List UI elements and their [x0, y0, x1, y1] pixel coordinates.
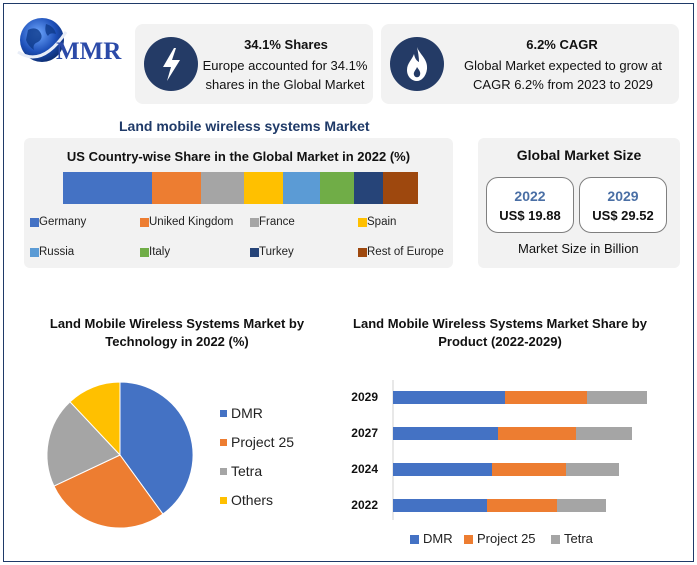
year-label: 2022	[514, 188, 546, 204]
globe-logo-icon	[17, 18, 68, 62]
year-box-2029: 2029 US$ 29.52	[579, 177, 667, 233]
market-size-note: Market Size in Billion	[518, 241, 639, 256]
bar-2029-project-25	[505, 391, 588, 404]
legend-label-germany: Germany	[39, 216, 87, 228]
legend-swatch	[551, 535, 560, 544]
category-label-2022: 2022	[351, 498, 378, 512]
bar-2022-tetra	[557, 499, 607, 512]
legend-label-russia: Russia	[39, 246, 75, 258]
bar-2029-dmr	[393, 391, 506, 404]
country-stacked-bar	[63, 172, 419, 204]
bar-2027-project-25	[498, 427, 577, 440]
lightning-icon	[144, 37, 198, 91]
bar-2027-dmr	[393, 427, 499, 440]
category-label-2027: 2027	[351, 426, 378, 440]
legend-label-spain: Spain	[367, 216, 397, 228]
segment-italy	[320, 172, 355, 204]
legend-label-rest-of-europe: Rest of Europe	[367, 246, 444, 258]
bar-2024-project-25	[492, 463, 567, 476]
year-value: US$ 29.52	[592, 208, 654, 223]
legend-swatch	[464, 535, 473, 544]
global-size-title: Global Market Size	[516, 147, 642, 163]
legend-swatch	[358, 218, 367, 227]
legend-swatch	[140, 218, 149, 227]
pie-slice-project-25	[53, 454, 164, 529]
stat-desc: Global Market expected to grow at CAGR 6…	[464, 58, 662, 92]
bar-2024-tetra	[566, 463, 620, 476]
legend-label-project-25: Project 25	[231, 434, 295, 450]
technology-pie-chart	[46, 381, 194, 529]
legend-label-turkey: Turkey	[259, 246, 294, 258]
pie-chart-title: Land Mobile Wireless Systems Market by T…	[49, 316, 305, 349]
bar-2022-project-25	[487, 499, 558, 512]
segment-russia	[283, 172, 321, 204]
legend-swatch	[140, 248, 149, 257]
legend-label-tetra: Tetra	[231, 463, 263, 479]
legend-swatch	[30, 248, 39, 257]
legend-label-others: Others	[231, 492, 274, 508]
segment-germany	[63, 172, 153, 204]
bar-2022-dmr	[393, 499, 488, 512]
bar-2027-tetra	[576, 427, 633, 440]
stat-desc: Europe accounted for 34.1% shares in the…	[202, 58, 368, 92]
bar-2024-dmr	[393, 463, 493, 476]
category-label-2024: 2024	[351, 462, 378, 476]
pie-slice-others	[69, 381, 121, 457]
legend-swatch	[220, 497, 227, 504]
legend-swatch	[410, 535, 419, 544]
legend-swatch	[250, 248, 259, 257]
stat-card-shares: 34.1% Shares Europe accounted for 34.1% …	[135, 24, 373, 104]
infographic-frame	[3, 3, 694, 562]
category-label-2029: 2029	[351, 390, 378, 404]
section-title: Land mobile wireless systems Market	[119, 118, 370, 134]
segment-rest-of-europe	[382, 172, 419, 204]
year-box-2022: 2022 US$ 19.88	[486, 177, 574, 233]
legend-label-dmr: DMR	[231, 405, 263, 421]
legend-swatch	[250, 218, 259, 227]
legend-swatch	[358, 248, 367, 257]
bar-2029-tetra	[587, 391, 648, 404]
segment-spain	[244, 172, 284, 204]
legend-label-italy: Italy	[149, 246, 171, 258]
legend-swatch	[30, 218, 39, 227]
legend-label-dmr: DMR	[423, 531, 453, 546]
year-value: US$ 19.88	[499, 208, 561, 223]
pie-slice-tetra	[46, 401, 121, 487]
legend-label-uniked-kingdom: Uniked Kingdom	[149, 216, 234, 228]
bar-chart-title: Land Mobile Wireless Systems Market Shar…	[353, 316, 647, 349]
country-chart-title: US Country-wise Share in the Global Mark…	[66, 149, 411, 164]
legend-label-project-25: Project 25	[477, 531, 536, 546]
flame-icon	[390, 37, 444, 91]
legend-swatch	[220, 468, 227, 475]
pie-slice-dmr	[119, 381, 194, 515]
legend-label-tetra: Tetra	[564, 531, 593, 546]
legend-swatch	[220, 439, 227, 446]
segment-turkey	[354, 172, 383, 204]
segment-france	[201, 172, 245, 204]
legend-label-france: France	[259, 216, 295, 228]
logo-text: MMR	[56, 38, 122, 65]
segment-uniked-kingdom	[151, 172, 202, 204]
stat-title: 34.1% Shares	[244, 37, 328, 52]
stat-title: 6.2% CAGR	[526, 37, 598, 52]
year-label: 2029	[607, 188, 639, 204]
legend-swatch	[220, 410, 227, 417]
stat-card-cagr: 6.2% CAGR Global Market expected to grow…	[381, 24, 679, 104]
